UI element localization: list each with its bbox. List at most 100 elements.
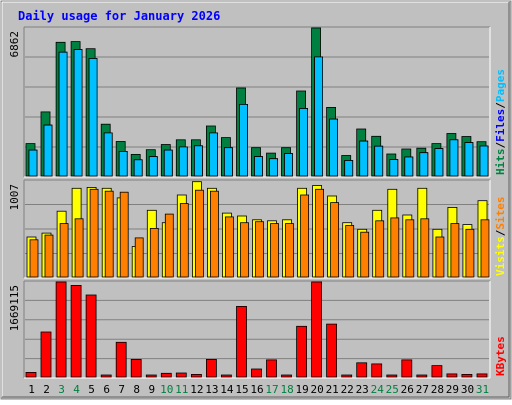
bar-kbytes-day-23 bbox=[356, 362, 368, 378]
bar-pages-day-17 bbox=[269, 158, 278, 177]
day-label-26: 26 bbox=[401, 383, 414, 396]
bar-sites-day-18 bbox=[285, 223, 294, 278]
bar-sites-day-29 bbox=[450, 223, 460, 278]
day-label-5: 5 bbox=[88, 383, 95, 396]
bar-kbytes-day-5 bbox=[85, 294, 97, 378]
bar-pages-day-15 bbox=[239, 104, 248, 177]
bar-pages-day-21 bbox=[329, 118, 339, 177]
bar-kbytes-day-27 bbox=[416, 374, 428, 378]
bar-pages-day-14 bbox=[223, 147, 233, 177]
day-label-23: 23 bbox=[356, 383, 369, 396]
bar-kbytes-day-19 bbox=[296, 325, 308, 378]
bar-pages-day-20 bbox=[314, 56, 324, 177]
bar-sites-day-27 bbox=[420, 218, 430, 278]
day-label-6: 6 bbox=[103, 383, 110, 396]
day-label-1: 1 bbox=[28, 383, 35, 396]
day-label-7: 7 bbox=[118, 383, 125, 396]
bar-kbytes-day-28 bbox=[431, 365, 443, 378]
day-label-19: 19 bbox=[295, 383, 308, 396]
bar-pages-day-13 bbox=[208, 132, 218, 177]
day-label-3: 3 bbox=[58, 383, 65, 396]
bar-pages-day-3 bbox=[58, 51, 68, 177]
bar-sites-day-4 bbox=[74, 218, 84, 278]
chart-title: Daily usage for January 2026 bbox=[18, 9, 220, 23]
bar-sites-day-6 bbox=[104, 190, 114, 278]
panel-visits: 1007 Visits/Sites bbox=[8, 179, 507, 279]
bar-pages-day-25 bbox=[389, 159, 399, 177]
panel-hits-series-labels: Hits/Files/Pages bbox=[494, 69, 507, 175]
bar-pages-day-26 bbox=[404, 156, 414, 177]
bar-sites-day-1 bbox=[29, 239, 39, 278]
bar-sites-day-3 bbox=[59, 223, 69, 278]
bar-pages-day-16 bbox=[254, 156, 263, 177]
panel-kbytes-series-labels: KBytes bbox=[494, 336, 507, 376]
day-label-11: 11 bbox=[175, 383, 188, 396]
panel-hits-scale-max: 6862 bbox=[8, 31, 21, 58]
series-label-segment: Visits bbox=[494, 236, 507, 276]
bar-sites-day-14 bbox=[224, 216, 234, 278]
panel-hits: 6862 Hits/Files/Pages bbox=[8, 26, 507, 178]
bar-kbytes-day-3 bbox=[55, 281, 67, 378]
bar-kbytes-day-16 bbox=[251, 368, 262, 378]
bar-kbytes-day-13 bbox=[205, 358, 217, 378]
bar-kbytes-day-10 bbox=[160, 372, 172, 378]
bar-sites-day-8 bbox=[134, 237, 144, 278]
panel-visits-scale-max: 1007 bbox=[8, 184, 21, 211]
day-label-31: 31 bbox=[476, 383, 489, 396]
bar-pages-day-8 bbox=[133, 159, 143, 177]
bar-sites-day-16 bbox=[255, 221, 264, 278]
bar-kbytes-day-31 bbox=[476, 373, 488, 378]
bar-kbytes-day-9 bbox=[145, 374, 157, 378]
day-label-17: 17 bbox=[265, 383, 278, 396]
bar-sites-day-7 bbox=[119, 191, 129, 278]
day-label-10: 10 bbox=[160, 383, 173, 396]
day-label-4: 4 bbox=[73, 383, 80, 396]
series-label-segment: Hits bbox=[494, 149, 507, 176]
bar-sites-day-19 bbox=[300, 194, 310, 278]
day-label-30: 30 bbox=[461, 383, 474, 396]
day-label-22: 22 bbox=[341, 383, 354, 396]
bar-kbytes-day-1 bbox=[25, 371, 37, 378]
day-label-18: 18 bbox=[280, 383, 293, 396]
bar-pages-day-27 bbox=[419, 152, 429, 177]
bar-sites-day-12 bbox=[194, 189, 204, 278]
day-label-20: 20 bbox=[310, 383, 323, 396]
day-label-9: 9 bbox=[148, 383, 155, 396]
day-label-8: 8 bbox=[133, 383, 140, 396]
bar-pages-day-28 bbox=[434, 148, 444, 177]
day-label-28: 28 bbox=[431, 383, 444, 396]
bar-sites-day-15 bbox=[240, 222, 249, 278]
bar-pages-day-22 bbox=[344, 160, 354, 177]
bar-sites-day-21 bbox=[330, 202, 340, 278]
bar-sites-day-9 bbox=[149, 227, 159, 278]
bar-kbytes-day-6 bbox=[100, 374, 112, 378]
series-label-segment: / bbox=[494, 142, 507, 149]
bar-sites-day-28 bbox=[435, 236, 445, 278]
bar-pages-day-6 bbox=[103, 132, 113, 177]
bar-sites-day-26 bbox=[405, 219, 415, 278]
day-label-25: 25 bbox=[386, 383, 399, 396]
day-label-27: 27 bbox=[416, 383, 429, 396]
bar-kbytes-day-4 bbox=[70, 284, 82, 378]
panel-kbytes: 1669115 KBytes bbox=[8, 280, 507, 379]
bar-pages-day-10 bbox=[163, 149, 173, 177]
day-label-13: 13 bbox=[205, 383, 218, 396]
bar-pages-day-4 bbox=[73, 49, 83, 177]
panel-visits-series-labels: Visits/Sites bbox=[494, 197, 507, 277]
bar-kbytes-day-12 bbox=[190, 373, 202, 378]
bar-kbytes-day-24 bbox=[371, 363, 383, 378]
day-label-2: 2 bbox=[43, 383, 50, 396]
bar-pages-day-23 bbox=[359, 140, 369, 177]
bar-kbytes-day-25 bbox=[386, 374, 398, 378]
bar-pages-day-29 bbox=[449, 139, 459, 177]
day-label-12: 12 bbox=[190, 383, 203, 396]
bar-pages-day-2 bbox=[43, 124, 53, 177]
bar-pages-day-24 bbox=[374, 145, 384, 177]
bar-sites-day-20 bbox=[315, 188, 325, 278]
day-label-16: 16 bbox=[250, 383, 263, 396]
series-label-segment: KBytes bbox=[494, 336, 507, 376]
bar-kbytes-day-17 bbox=[266, 359, 277, 378]
bar-kbytes-day-21 bbox=[326, 323, 338, 378]
